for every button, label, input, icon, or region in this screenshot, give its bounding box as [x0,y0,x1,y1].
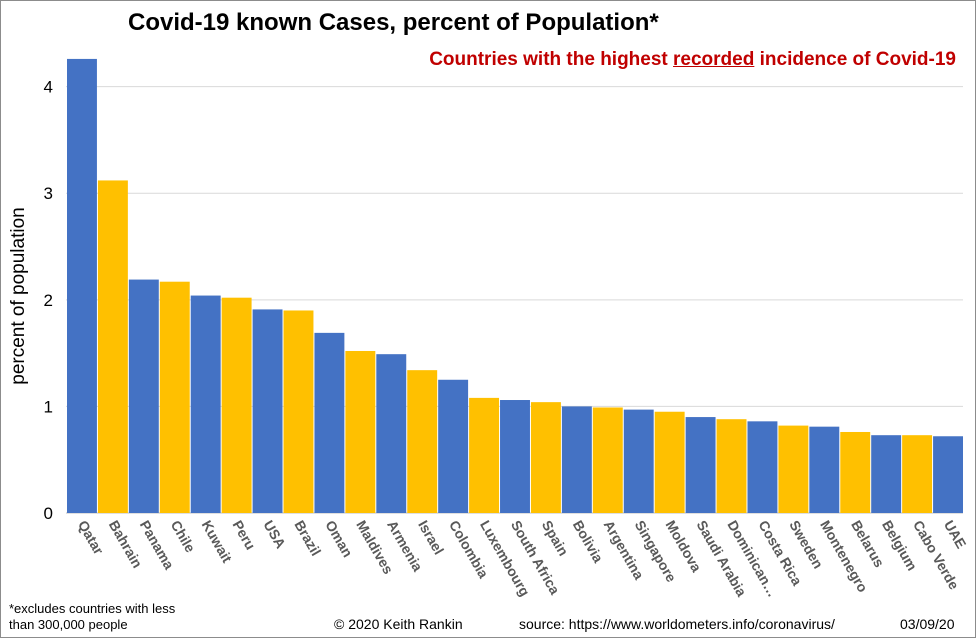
x-tick-label: Israel [415,518,447,558]
y-tick-label: 1 [44,397,53,416]
bar-sweden [778,425,809,513]
chart-title: Covid-19 known Cases, percent of Populat… [128,9,659,36]
bar-qatar [67,58,97,513]
x-tick-label: UAE [941,518,970,552]
bar-israel [407,370,438,513]
bar-luxembourg [469,397,500,513]
x-tick-label: USA [260,518,289,552]
bar-colombia [438,379,469,513]
bar-armenia [376,354,407,513]
subtitle-text-after: incidence of Covid-19 [754,49,956,70]
bar-south-africa [500,400,530,513]
y-tick-label: 4 [44,78,53,97]
bar-saudi-arabia [685,417,716,513]
bar-oman [314,332,345,513]
bar-bahrain [97,180,128,513]
bar-brazil [283,310,314,513]
y-axis-ticks: 0 1 2 3 4 [44,78,53,523]
bar-spain [530,402,561,513]
bar-kuwait [190,295,221,513]
bar-usa [252,309,283,513]
bar-chile [159,281,190,513]
bar-cabo-verde [902,435,933,513]
bar-moldova [654,411,685,513]
bar-singapore [623,409,654,513]
bar-peru [221,297,252,513]
y-tick-label: 2 [44,291,53,310]
subtitle-text-before: Countries with the highest [429,49,674,70]
bar-panama [128,279,159,513]
y-tick-label: 3 [44,184,53,203]
subtitle-underlined-word: recorded [673,49,755,70]
bar-argentina [592,407,623,513]
bar-costa-rica [747,421,778,513]
bar-belarus [840,431,871,513]
bar-dominican [716,419,747,513]
x-tick-label: Brazil [291,518,324,559]
y-axis-label: percent of population [8,207,29,384]
chart-subtitle: Countries with the highest recorded inci… [429,49,956,71]
x-tick-label: Qatar [75,518,107,558]
source-note: source: https://www.worldometers.info/co… [519,616,835,632]
copyright-credit: © 2020 Keith Rankin [334,616,463,632]
bar-belgium [871,435,902,513]
bar-uae [933,436,963,513]
x-tick-label: Peru [230,518,259,553]
y-tick-label: 0 [44,504,53,523]
date-label: 03/09/20 [900,616,955,632]
bars [67,58,963,513]
bar-bolivia [561,406,592,513]
x-tick-label: Chile [168,518,199,556]
x-tick-label: Spain [539,518,572,559]
bar-maldives [345,350,376,513]
footnote: *excludes countries with less than 300,0… [9,601,176,632]
x-tick-label: Oman [322,518,356,560]
bar-montenegro [809,426,840,513]
